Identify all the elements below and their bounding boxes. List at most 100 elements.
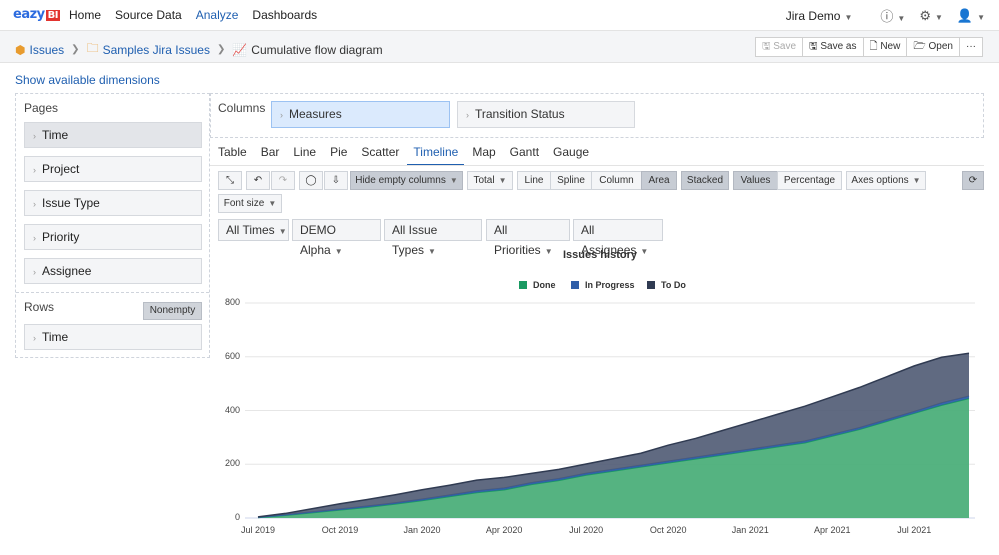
tab-scatter[interactable]: Scatter (361, 145, 400, 159)
eazybi-logo[interactable]: eazy BI (13, 7, 60, 22)
chevron-right-icon: › (33, 165, 36, 175)
filter-issue-type[interactable]: All Issue Types ▼ (384, 219, 482, 257)
chevron-down-icon: ▼ (844, 12, 853, 22)
save-as-button[interactable]: 🖫 Save as (802, 37, 864, 57)
save-button[interactable]: 🖫 Save (754, 37, 804, 57)
user-icon[interactable]: 👤 ▼ (956, 7, 985, 23)
chevron-right-icon: ❯ (71, 44, 80, 55)
breadcrumb-folder[interactable]: Samples Jira Issues (102, 42, 210, 57)
legend-in-progress[interactable]: In Progress (571, 280, 635, 292)
pages-label: Pages (24, 101, 59, 115)
tab-gantt[interactable]: Gantt (509, 145, 540, 159)
line-done (257, 397, 970, 519)
export-icon[interactable]: ⇩ (324, 171, 348, 190)
total-dropdown[interactable]: Total ▼ (467, 171, 513, 190)
filter-assignee[interactable]: All Assignees ▼ (573, 219, 663, 257)
column-dim-transition-status[interactable]: › Transition Status (457, 101, 635, 128)
x-tick-label: Oct 2020 (649, 525, 687, 535)
legend-done[interactable]: Done (519, 280, 556, 292)
area-to-do (258, 353, 969, 518)
page-dim-time[interactable]: › Time (24, 122, 202, 148)
report-actions: 🖫 Save 🖫 Save as 🗋 New 🗁 Open ··· (754, 37, 983, 57)
page-dim-project[interactable]: › Project (24, 156, 202, 182)
x-tick-label: Apr 2021 (814, 525, 851, 535)
rows-label: Rows (24, 300, 55, 314)
chevron-right-icon: › (33, 233, 36, 243)
area-button[interactable]: Area (641, 171, 677, 190)
columns-label: Columns (218, 101, 266, 115)
y-tick-label: 0 (234, 512, 240, 522)
folder-icon: 🗀 (86, 41, 99, 55)
breadcrumb: ⬢ Issues ❯ 🗀 Samples Jira Issues ❯ 📈 Cum… (15, 39, 383, 60)
y-tick-label: 800 (224, 297, 240, 307)
nav-analyze[interactable]: Analyze (195, 8, 239, 22)
top-nav: eazy BI Home Source Data Analyze Dashboar… (0, 0, 999, 31)
x-tick-label: Jul 2021 (897, 525, 932, 535)
nav-home[interactable]: Home (69, 8, 102, 22)
values-button[interactable]: Values (733, 171, 778, 190)
nav-right: Jira Demo ▼ ⓘ ▼ ⚙ ▼ 👤 ▼ (786, 0, 985, 31)
breadcrumb-bar: ⬢ Issues ❯ 🗀 Samples Jira Issues ❯ 📈 Cum… (0, 31, 999, 63)
percentage-button[interactable]: Percentage (777, 171, 842, 190)
main-nav: Home Source Data Analyze Dashboards (62, 0, 324, 31)
area-done (258, 398, 969, 518)
nonempty-toggle[interactable]: Nonempty (143, 302, 202, 320)
comment-icon[interactable]: ◯ (299, 171, 323, 190)
show-dimensions-link[interactable]: Show available dimensions (15, 73, 160, 87)
axes-options-dropdown[interactable]: Axes options ▼ (846, 171, 926, 190)
filter-time[interactable]: All Times ▼ (218, 219, 289, 241)
chart-title: Issues history (563, 249, 637, 261)
column-dim-measures[interactable]: › Measures (271, 101, 450, 128)
x-tick-label: Jul 2019 (240, 525, 276, 535)
filter-priority[interactable]: All Priorities ▼ (486, 219, 570, 257)
tab-bar[interactable]: Bar (260, 145, 280, 159)
more-button[interactable]: ··· (959, 37, 983, 57)
page-dim-priority[interactable]: › Priority (24, 224, 202, 250)
breadcrumb-issues[interactable]: Issues (29, 42, 65, 57)
legend-swatch (571, 281, 579, 289)
chevron-right-icon: › (33, 131, 36, 141)
account-name: Jira Demo (785, 8, 841, 23)
undo-icon[interactable]: ↶ (246, 171, 270, 190)
column-button[interactable]: Column (591, 171, 642, 190)
x-tick-label: Jan 2021 (731, 525, 769, 535)
x-tick-label: Oct 2019 (321, 525, 359, 535)
x-tick-label: Jul 2020 (569, 525, 604, 535)
breadcrumb-report: Cumulative flow diagram (251, 42, 383, 57)
row-dim-time[interactable]: › Time (24, 324, 202, 350)
nav-source-data[interactable]: Source Data (115, 8, 182, 22)
nav-dashboards[interactable]: Dashboards (252, 8, 318, 22)
font-size-dropdown[interactable]: Font size ▼ (218, 194, 282, 213)
stacked-button[interactable]: Stacked (681, 171, 729, 190)
tab-gauge[interactable]: Gauge (553, 145, 590, 159)
refresh-icon[interactable]: ⟳ (962, 171, 984, 190)
line-to-do (257, 352, 970, 518)
pages-rows-panel: Pages › Time › Project › Issue Type › Priori… (15, 93, 210, 358)
fullscreen-icon[interactable]: ⤡ (218, 171, 242, 190)
x-tick-label: Apr 2020 (485, 525, 523, 535)
redo-icon[interactable]: ↷ (271, 171, 295, 190)
columns-area: Columns › Measures › Transition Status (210, 93, 984, 138)
settings-icon[interactable]: ⚙ ▼ (919, 7, 943, 23)
x-tick-label: Jan 2020 (403, 525, 441, 535)
y-tick-label: 200 (224, 458, 240, 469)
tab-line[interactable]: Line (293, 145, 317, 159)
tab-table[interactable]: Table (218, 145, 247, 159)
chevron-right-icon: ❯ (216, 44, 226, 55)
chart-icon: 📈 (232, 42, 248, 57)
legend-to-do[interactable]: To Do (647, 280, 686, 292)
account-selector[interactable]: Jira Demo ▼ (786, 9, 853, 23)
page-dim-issue-type[interactable]: › Issue Type (24, 190, 202, 216)
tab-map[interactable]: Map (472, 145, 496, 159)
chevron-right-icon: › (33, 333, 36, 343)
hide-empty-columns-dropdown[interactable]: Hide empty columns ▼ (350, 171, 463, 190)
legend-swatch (647, 281, 655, 289)
page-dim-assignee[interactable]: › Assignee (24, 258, 202, 284)
help-icon[interactable]: ⓘ ▼ (880, 9, 906, 24)
view-tabs: Table Bar Line Pie Scatter Timeline Map … (218, 145, 603, 166)
tab-pie[interactable]: Pie (330, 145, 348, 159)
divider (210, 165, 984, 166)
y-tick-label: 400 (224, 404, 240, 415)
filter-project[interactable]: DEMO Alpha ▼ (292, 219, 381, 257)
